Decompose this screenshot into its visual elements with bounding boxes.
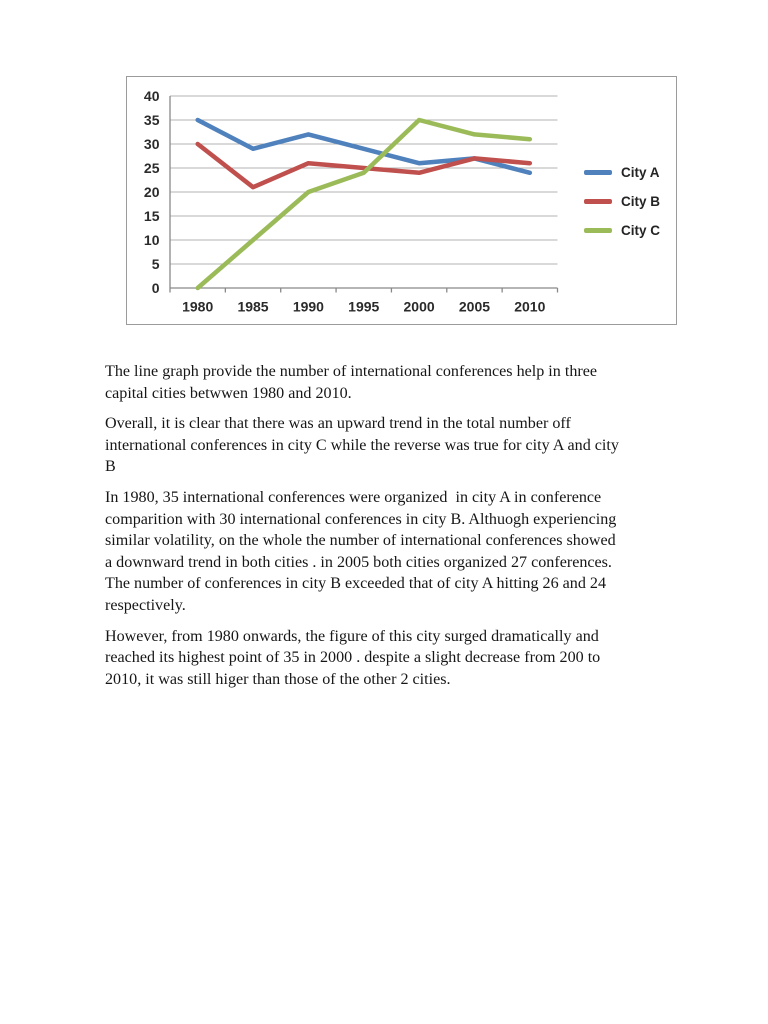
y-tick-label: 40: [144, 88, 160, 104]
text-line: comparition with 30 international confer…: [105, 510, 617, 528]
text-line: In 1980, 35 international conferences we…: [105, 488, 602, 506]
text-line: The line graph provide the number of int…: [105, 363, 598, 380]
chart-canvas: 0 5 10 15 20 25 30 35 40 1980 1985 1990 1995 2000 2005…: [144, 88, 559, 315]
text-line: capital cities betwwen 1980 and 2010.: [105, 384, 352, 402]
text-line: similar volatility, on the whole the num…: [105, 532, 616, 550]
x-tick-label: 1985: [237, 299, 268, 315]
chart-figure: 0 5 10 15 20 25 30 35 40 1980 1985 1990 1995 2000 2005…: [126, 76, 677, 325]
essay: The line graph provide the number of int…: [105, 361, 705, 699]
legend-item-city-c: City C: [584, 216, 660, 245]
y-tick-label: 10: [144, 232, 160, 248]
legend-label-city-b: City B: [621, 194, 661, 209]
x-tick-label: 1995: [348, 299, 379, 315]
paragraph-1: The line graph provide the number of int…: [105, 361, 705, 404]
x-tick-label: 2010: [514, 299, 545, 315]
legend-item-city-a: City A: [584, 158, 660, 187]
y-tick-label: 35: [144, 112, 160, 128]
paragraph-3: In 1980, 35 international conferences we…: [105, 487, 705, 617]
series-line-city-b: [195, 141, 533, 190]
legend-line-swatch-city-b: [584, 199, 612, 204]
text-line: international conferences in city C whil…: [105, 436, 619, 454]
text-line: The number of conferences in city B exce…: [105, 575, 606, 593]
text-line: Overall, it is clear that there was an u…: [105, 415, 571, 433]
chart-legend: City A City B City C: [584, 158, 660, 245]
text-line: a downward trend in both cities . in 200…: [105, 553, 612, 571]
legend-label-city-a: City A: [621, 165, 660, 180]
y-tick-label: 25: [144, 160, 160, 176]
text-line: However, from 1980 onwards, the figure o…: [105, 627, 599, 645]
text-line: B: [105, 458, 116, 476]
paragraph-4: However, from 1980 onwards, the figure o…: [105, 626, 705, 691]
legend-label-city-c: City C: [621, 223, 661, 238]
series-line-city-c: [195, 117, 533, 291]
legend-line-swatch-city-a: [584, 170, 612, 175]
x-tick-label: 1990: [293, 299, 324, 315]
text-line: respectively.: [105, 596, 186, 614]
y-tick-label: 20: [144, 184, 160, 200]
y-tick-label: 15: [144, 208, 160, 224]
y-tick-label: 5: [152, 256, 160, 272]
y-tick-label: 0: [152, 280, 160, 296]
text-line: reached its highest point of 35 in 2000 …: [105, 649, 601, 667]
x-tick-label: 2005: [459, 299, 490, 315]
text-line: 2010, it was still higer than those of t…: [105, 670, 451, 688]
legend-item-city-b: City B: [584, 187, 660, 216]
legend-line-swatch-city-c: [584, 228, 612, 233]
paragraph-2: Overall, it is clear that there was an u…: [105, 413, 705, 478]
x-tick-label: 2000: [404, 299, 435, 315]
y-tick-label: 30: [144, 136, 160, 152]
series-line-city-a: [195, 117, 533, 176]
x-tick-label: 1980: [182, 299, 213, 315]
